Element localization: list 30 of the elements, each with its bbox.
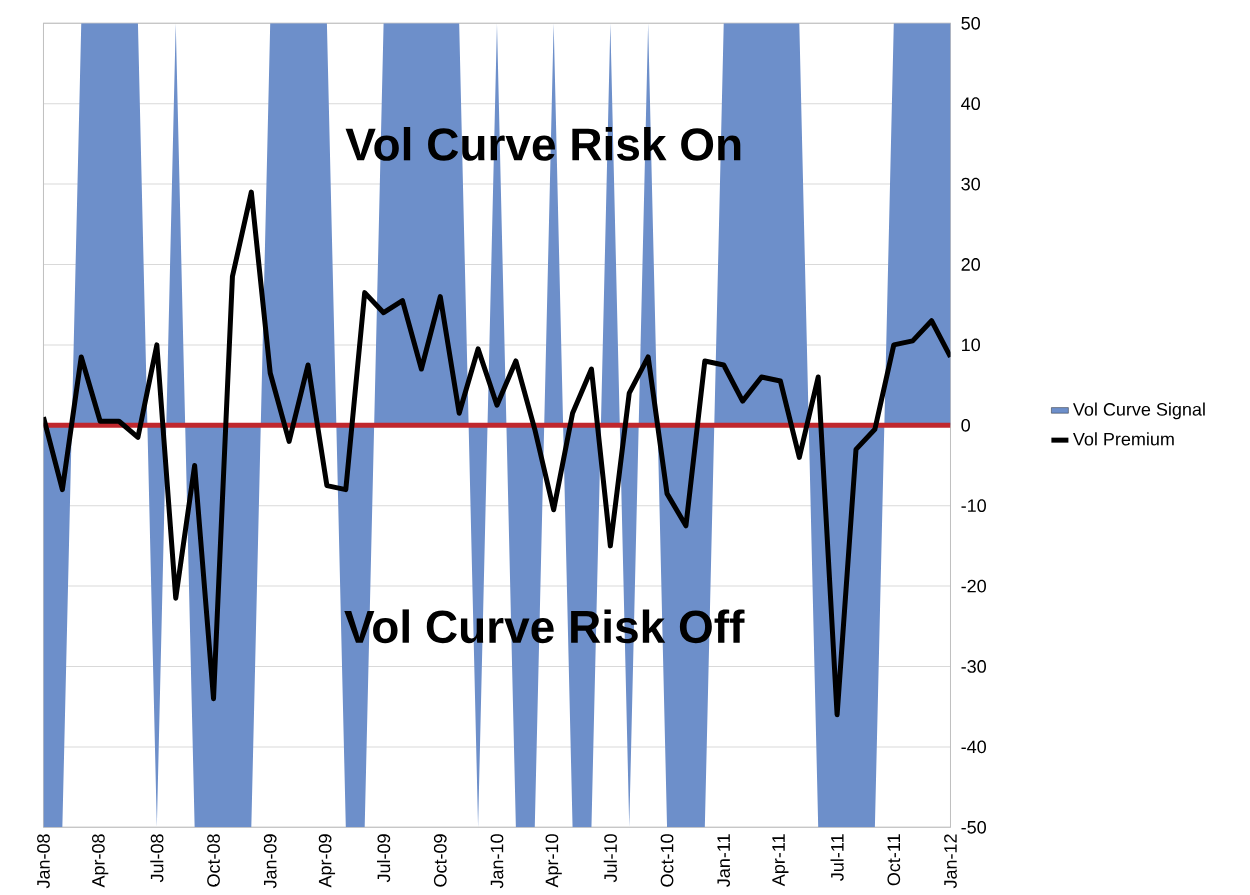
- y-tick-label: 50: [961, 17, 980, 30]
- x-tick-label: Jul-10: [603, 834, 617, 883]
- legend-label: Vol Premium: [1072, 432, 1174, 446]
- x-tick-label: Jan-08: [37, 834, 50, 889]
- legend-label: Vol Curve Signal: [1072, 402, 1205, 420]
- x-tick-label: Oct-08: [207, 834, 220, 887]
- x-tick-label: Apr-11: [772, 834, 789, 887]
- y-tick-label: 20: [961, 258, 980, 272]
- x-tick-label: Apr-09: [318, 834, 336, 888]
- y-tick-label: -10: [961, 499, 986, 513]
- y-tick-label: 40: [961, 97, 980, 111]
- x-tick-label: Jul-08: [150, 834, 164, 883]
- x-tick-label: Jan-12: [944, 834, 957, 889]
- x-tick-label: Jan-10: [490, 834, 504, 889]
- x-tick-label: Jul-09: [376, 834, 391, 883]
- y-tick-label: -20: [961, 579, 986, 593]
- y-tick-label: 0: [961, 419, 970, 432]
- x-tick-label: Oct-09: [433, 834, 447, 887]
- y-tick-label: -50: [961, 821, 986, 834]
- y-tick-label: 10: [962, 338, 980, 352]
- x-tick-label: Oct-10: [660, 834, 674, 887]
- x-tick-label: Jan-09: [263, 834, 277, 889]
- y-tick-label: -40: [961, 740, 986, 754]
- x-tick-label: Jul-11: [830, 834, 844, 882]
- y-tick-label: -30: [961, 660, 986, 674]
- x-tick-label: Apr-08: [92, 834, 109, 888]
- x-tick-label: Apr-10: [545, 834, 562, 888]
- x-tick-label: Jan-11: [717, 834, 730, 888]
- y-tick-label: 30: [961, 177, 980, 191]
- x-tick-label: Oct-11: [887, 834, 901, 886]
